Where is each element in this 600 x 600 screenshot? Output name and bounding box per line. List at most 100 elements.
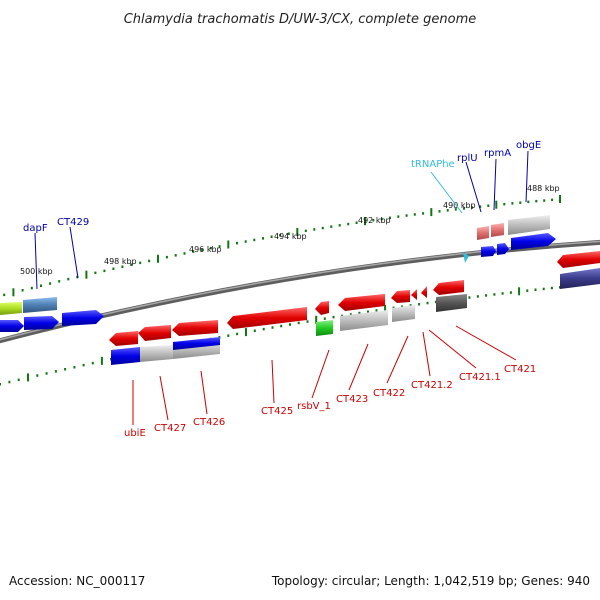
minor-tick [476,295,479,298]
gene-arrow-reverse[interactable] [421,286,427,298]
gene-arrow-reverse[interactable] [315,301,329,315]
minor-tick [372,219,375,222]
minor-tick [422,212,425,215]
major-tick [12,288,15,297]
gene-arrow-forward[interactable] [0,320,24,332]
minor-tick [270,235,273,238]
minor-tick [36,374,39,377]
minor-tick [405,214,408,217]
minor-tick [323,317,326,320]
gene-label-obge[interactable]: obgE [516,140,541,151]
gene-label-rsbv1[interactable]: rsbV_1 [297,401,331,412]
label-leader [465,161,482,213]
gene-block-green[interactable] [316,320,333,336]
label-leader [525,150,529,203]
gene-label-ubie[interactable]: ubiE [124,428,146,439]
gene-label-ct427[interactable]: CT427 [154,423,186,434]
bottom-scale-ticks [0,286,561,386]
minor-tick [418,303,421,306]
gene-label-ct421[interactable]: CT421 [504,364,536,375]
gene-arrow-forward[interactable] [62,310,104,326]
gene-block-lime[interactable] [0,302,22,315]
gene-arrow-forward[interactable] [481,246,496,257]
minor-tick [82,363,85,367]
gene-arrow-reverse[interactable] [391,290,410,303]
gene-block-steel[interactable] [23,297,57,313]
minor-tick [0,383,1,386]
minor-tick [409,304,412,307]
gene-block-blue[interactable] [173,337,220,350]
minor-tick [236,241,238,245]
gene-block-gray[interactable] [508,215,550,235]
gene-label-ct423[interactable]: CT423 [336,394,368,405]
minor-tick [49,282,52,285]
gene-label-ct421-1[interactable]: CT421.1 [459,372,501,383]
minor-tick [543,199,546,202]
gene-label-ct426[interactable]: CT426 [193,417,225,428]
gene-block-dark[interactable] [436,294,467,312]
minor-tick [280,324,283,328]
major-tick [430,208,433,217]
minor-tick [426,301,429,305]
minor-tick [244,240,247,243]
label-leader [493,158,497,211]
gene-label-trnaphe[interactable]: tRNAPhe [411,159,455,170]
gene-label-ct421-2[interactable]: CT421.2 [411,380,453,391]
minor-tick [338,224,341,227]
minor-tick [297,321,300,325]
gene-arrow-reverse[interactable] [433,280,464,295]
gene-arrow-forward[interactable] [497,243,509,255]
label-leader [271,359,275,404]
minor-tick [306,320,309,323]
minor-tick [3,293,6,297]
gene-arrow-reverse[interactable] [227,307,307,329]
gene-label-ct425[interactable]: CT425 [261,406,293,417]
gene-label-ct422[interactable]: CT422 [373,388,405,399]
minor-tick [91,361,94,365]
major-tick [364,217,366,226]
minor-tick [121,265,124,268]
minor-tick [289,323,291,326]
minor-tick [209,246,212,250]
gene-label-rpma[interactable]: rpmA [484,148,511,159]
minor-tick [526,289,529,292]
gene-label-ct429[interactable]: CT429 [57,217,89,228]
major-tick [518,287,521,296]
gene-label-rplu[interactable]: rplU [457,153,478,164]
chromosome-backbone-highlight [0,240,600,341]
gene-block-gray[interactable] [340,310,388,331]
trna-marker[interactable] [463,252,469,263]
map-title: Chlamydia trachomatis D/UW-3/CX, complet… [124,12,477,27]
gene-block-gray[interactable] [392,305,415,322]
minor-tick [463,207,465,210]
gene-block-blue[interactable] [111,347,140,365]
label-leader [200,370,208,415]
minor-tick [103,269,106,273]
gene-arrow-reverse[interactable] [557,251,600,268]
gene-arrow-reverse[interactable] [138,325,171,341]
gene-block-gray[interactable] [140,345,173,362]
gene-block-navy[interactable] [560,268,600,289]
label-leader [430,171,463,214]
minor-tick [236,332,239,336]
gene-arrow-forward[interactable] [24,316,59,330]
minor-tick [535,199,538,203]
gene-arrow-reverse[interactable] [411,289,417,300]
gene-block-pink[interactable] [477,226,489,240]
minor-tick [21,289,24,292]
minor-tick [487,204,490,207]
major-tick [227,240,230,249]
top-scale-ticks [3,195,561,297]
minor-tick [40,284,42,287]
gene-arrow-reverse[interactable] [172,320,218,336]
gene-label-dapf[interactable]: dapF [23,223,48,234]
major-tick [157,254,159,263]
gene-arrow-reverse[interactable] [109,331,138,346]
gene-arrow-reverse[interactable] [338,294,385,311]
gene-arrow-forward[interactable] [511,233,556,250]
gene-block-pink[interactable] [491,223,504,237]
scale-label: 490 kbp [443,201,476,210]
minor-tick [165,255,168,259]
label-leader [455,325,517,361]
